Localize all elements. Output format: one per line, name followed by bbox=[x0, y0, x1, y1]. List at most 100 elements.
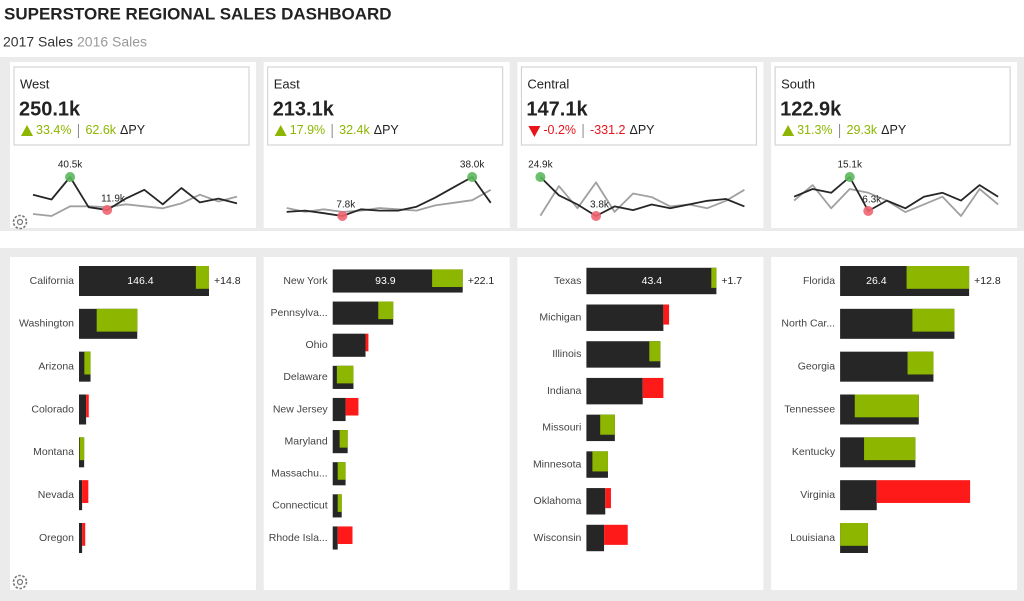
bar-delta: +14.8 bbox=[214, 275, 241, 287]
state-label: Louisiana bbox=[790, 532, 835, 544]
current-bar bbox=[79, 394, 87, 425]
delta-bar bbox=[84, 351, 91, 375]
delta-line: 33.4% 62.6k ΔPY bbox=[36, 123, 146, 137]
max-label: 40.5k bbox=[58, 160, 83, 171]
delta-unit: ΔPY bbox=[374, 123, 400, 137]
current-bar bbox=[332, 269, 463, 293]
trend-arrow bbox=[782, 125, 795, 136]
settings-icon bbox=[12, 214, 28, 230]
bar-value: 93.9 bbox=[375, 275, 396, 287]
delta-unit: ΔPY bbox=[881, 123, 907, 137]
state-label: Nevada bbox=[38, 489, 74, 501]
state-label: Texas bbox=[554, 275, 581, 287]
state-label: Virginia bbox=[800, 489, 835, 501]
delta-bar bbox=[86, 394, 89, 418]
sparkline-previous bbox=[286, 189, 492, 213]
delta-bar bbox=[82, 480, 89, 503]
state-label: Arizona bbox=[38, 360, 74, 372]
tab[interactable]: 2016 Sales bbox=[77, 34, 147, 50]
bar-delta: +1.7 bbox=[721, 275, 742, 287]
settings-icon-center bbox=[16, 578, 24, 586]
state-label: California bbox=[30, 275, 75, 287]
min-marker bbox=[863, 205, 874, 216]
max-label: 38.0k bbox=[460, 160, 485, 171]
delta-bar bbox=[337, 462, 346, 480]
min-label: 7.8k bbox=[336, 200, 356, 211]
min-label: 11.9k bbox=[101, 194, 126, 205]
delta-bar bbox=[876, 480, 971, 503]
sparkline-current bbox=[793, 176, 999, 212]
delta-unit: ΔPY bbox=[630, 123, 656, 137]
region-name: South bbox=[781, 76, 815, 91]
delta-bar bbox=[336, 365, 354, 384]
trend-arrow bbox=[21, 125, 33, 136]
delta-abs: 62.6k bbox=[85, 123, 116, 137]
state-label: Wisconsin bbox=[534, 532, 582, 544]
delta-line: 17.9% 32.4k ΔPY bbox=[290, 123, 400, 137]
current-bar bbox=[332, 301, 394, 325]
min-marker bbox=[102, 205, 113, 215]
state-label: Kentucky bbox=[792, 446, 836, 458]
state-label: New York bbox=[283, 275, 328, 287]
delta-bar bbox=[649, 341, 661, 362]
min-marker bbox=[591, 211, 602, 221]
region-total: 147.1k bbox=[526, 98, 588, 120]
state-label: Rhode Isla... bbox=[269, 532, 328, 544]
trend-arrow bbox=[528, 126, 541, 137]
delta-line: -0.2% -331.2 ΔPY bbox=[543, 123, 655, 137]
current-bar bbox=[332, 397, 346, 422]
delta-bar bbox=[864, 437, 916, 461]
current-bar bbox=[586, 488, 606, 515]
delta-bar bbox=[365, 333, 369, 352]
current-bar bbox=[79, 523, 83, 553]
sparkline-current bbox=[539, 176, 745, 217]
kpi-box bbox=[13, 66, 250, 146]
delta-bar bbox=[642, 377, 664, 399]
state-label: Oklahoma bbox=[534, 495, 582, 507]
sparkline-previous bbox=[539, 181, 745, 217]
delta-abs: 29.3k bbox=[847, 123, 878, 137]
delta-bar bbox=[337, 526, 353, 545]
delta-pct: 17.9% bbox=[290, 123, 325, 137]
state-label: Colorado bbox=[31, 403, 74, 415]
kpi-box bbox=[774, 66, 1011, 146]
delta-bar bbox=[604, 524, 628, 545]
region-name: West bbox=[20, 76, 50, 91]
delta-bar bbox=[912, 308, 955, 332]
delta-line: 31.3% 29.3k ΔPY bbox=[797, 123, 907, 137]
region-name: Central bbox=[527, 76, 569, 91]
state-label: Indiana bbox=[547, 385, 582, 397]
delta-bar bbox=[378, 301, 394, 320]
tab[interactable]: 2017 Sales bbox=[3, 34, 73, 50]
delta-bar bbox=[663, 304, 670, 325]
state-label: North Car... bbox=[781, 318, 835, 330]
current-bar bbox=[586, 267, 717, 295]
sparkline-current bbox=[286, 176, 492, 217]
state-label: Oregon bbox=[39, 532, 74, 544]
dashboard-title: SUPERSTORE REGIONAL SALES DASHBOARD bbox=[4, 4, 392, 23]
current-bar bbox=[79, 480, 83, 511]
delta-pct: 31.3% bbox=[797, 123, 832, 137]
delta-bar bbox=[605, 488, 611, 509]
max-label: 15.1k bbox=[838, 160, 863, 171]
delta-bar bbox=[96, 308, 138, 332]
max-marker bbox=[844, 172, 855, 182]
current-bar bbox=[332, 526, 338, 550]
state-label: Illinois bbox=[552, 348, 581, 360]
delta-bar bbox=[432, 269, 463, 288]
delta-bar bbox=[854, 394, 919, 418]
kpi-box bbox=[520, 66, 757, 146]
state-label: Montana bbox=[33, 446, 74, 458]
bar-value: 43.4 bbox=[642, 275, 663, 287]
min-label: 6.3k bbox=[862, 195, 882, 206]
state-label: Washington bbox=[19, 318, 74, 330]
delta-bar bbox=[345, 397, 359, 416]
sparkline-previous bbox=[32, 193, 238, 217]
state-label: Delaware bbox=[283, 371, 328, 383]
min-marker bbox=[337, 211, 348, 221]
state-label: Minnesota bbox=[533, 458, 582, 470]
delta-pct: -0.2% bbox=[543, 123, 576, 137]
current-bar bbox=[586, 341, 661, 368]
state-label: Connecticut bbox=[272, 500, 328, 512]
